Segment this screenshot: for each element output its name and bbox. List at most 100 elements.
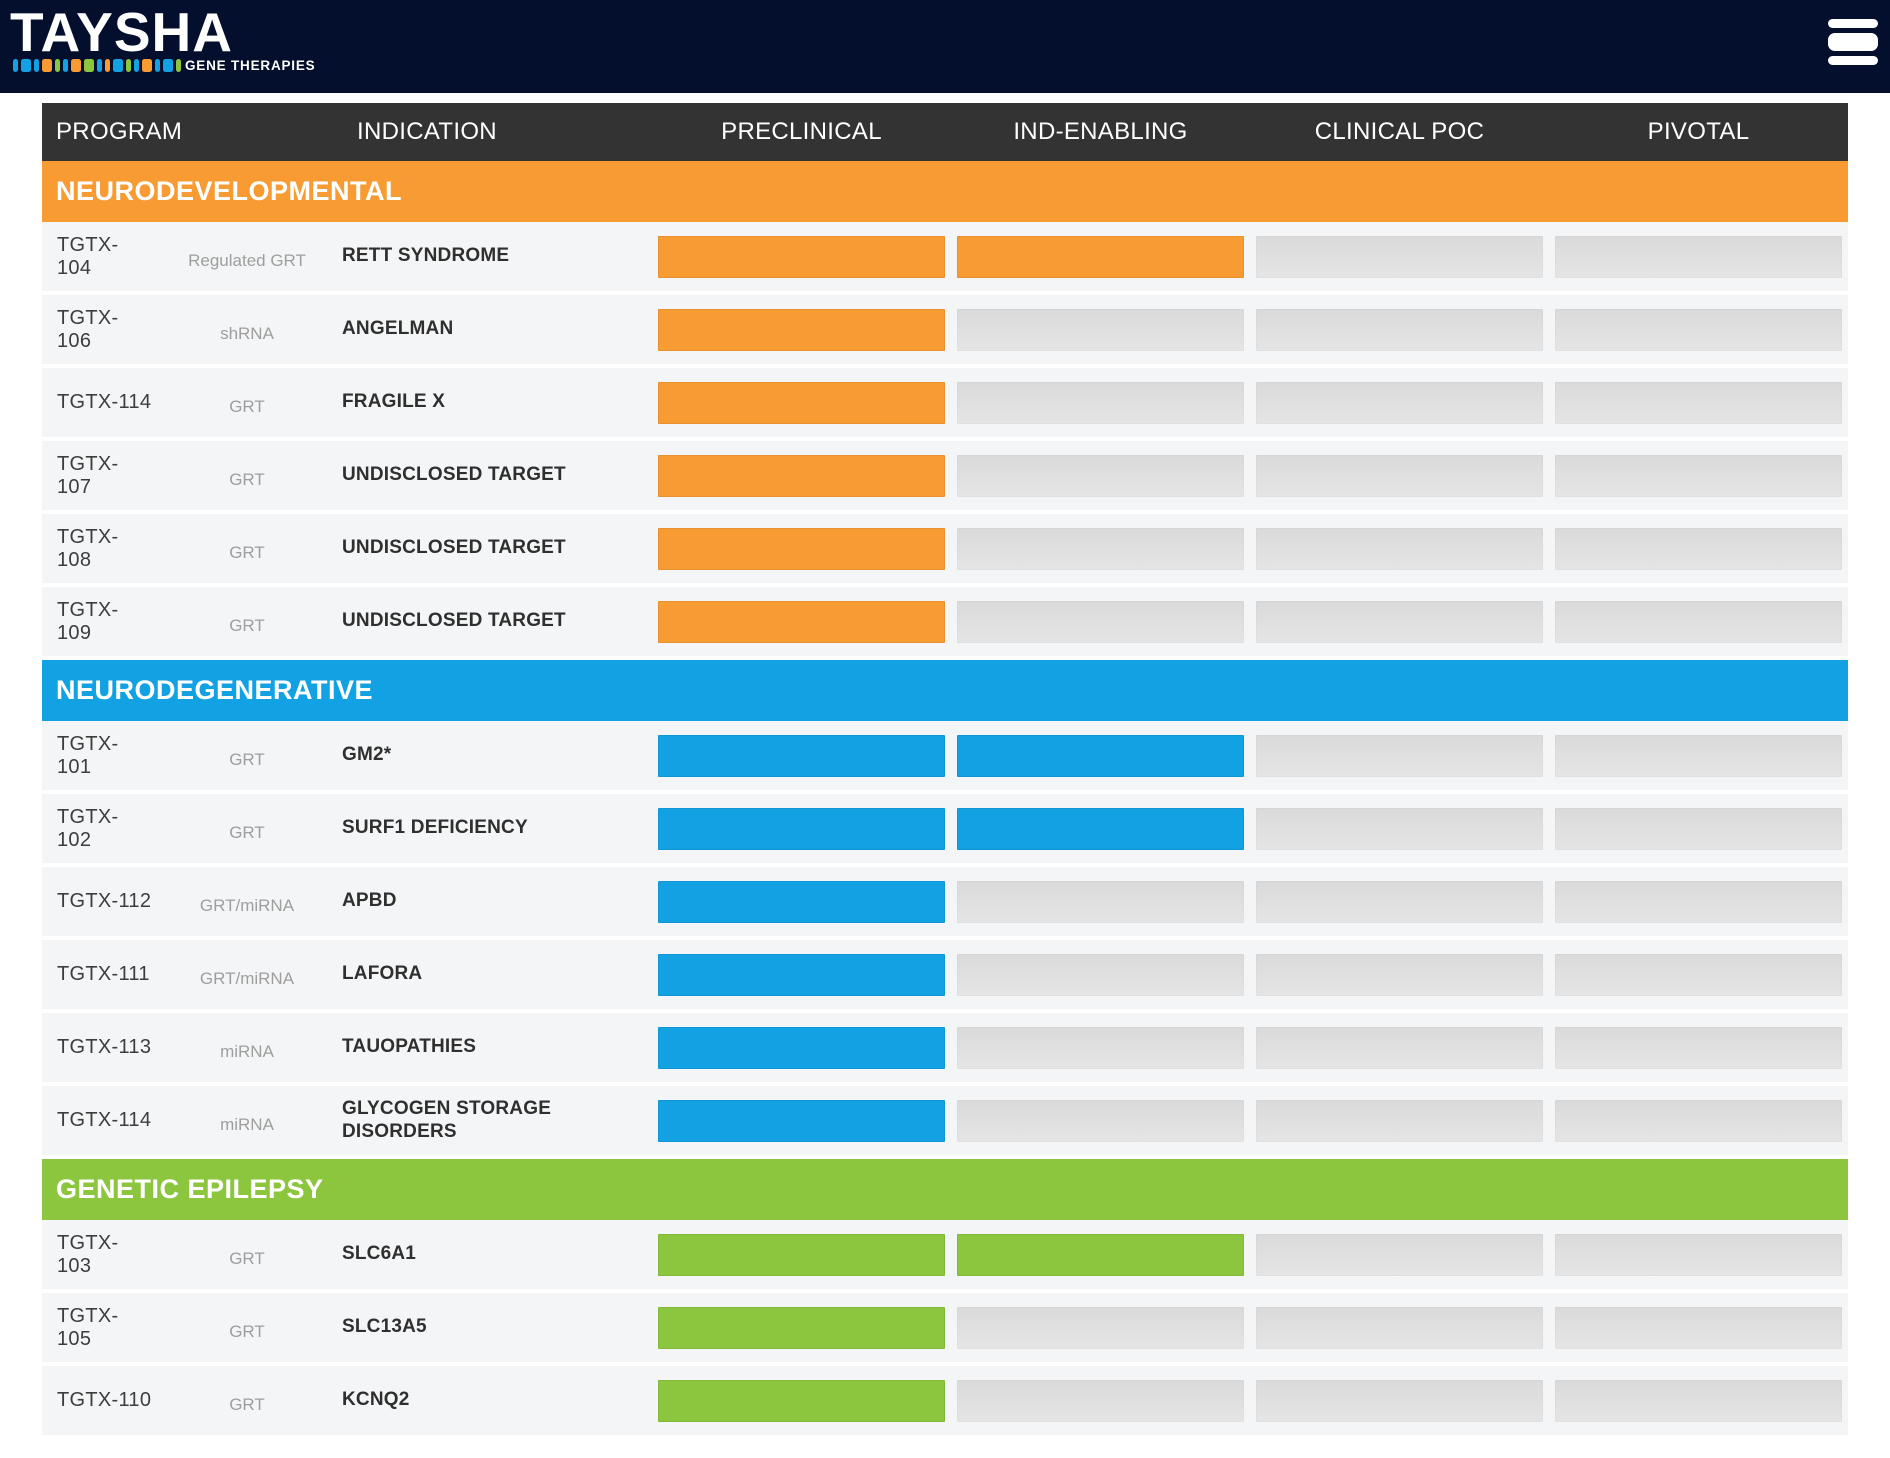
indication-cell: SURF1 DEFICIENCY (342, 817, 528, 839)
stage-cell-clinical-poc (1250, 1099, 1549, 1142)
modality-cell: GRT (229, 1394, 265, 1414)
hamburger-bar-top (1828, 19, 1878, 28)
indication-cell: SLC13A5 (342, 1316, 427, 1338)
stage-empty-bar (957, 454, 1244, 497)
stage-cell-clinical-poc (1250, 1233, 1549, 1276)
stage-progress-bar (658, 454, 945, 497)
stage-empty-bar (1555, 953, 1842, 996)
stage-empty-bar (1555, 807, 1842, 850)
program-cell: TGTX-114 (57, 391, 152, 413)
stage-cell-pivotal (1549, 308, 1848, 351)
stage-progress-bar (658, 1306, 945, 1349)
stage-cell-ind-enabling (951, 308, 1250, 351)
stage-cell-pivotal (1549, 1099, 1848, 1142)
stage-cell-ind-enabling (951, 880, 1250, 923)
column-header-clinical-poc: CLINICAL POC (1314, 118, 1485, 145)
modality-cell: GRT (229, 822, 265, 842)
modality-cell: GRT/miRNA (199, 968, 295, 988)
hamburger-bar-bottom (1828, 56, 1878, 65)
green-block-icon (176, 59, 181, 72)
orange-block-icon (42, 59, 52, 72)
program-cell: TGTX-106 (57, 306, 119, 352)
stage-empty-bar (957, 527, 1244, 570)
stage-empty-bar (957, 1379, 1244, 1422)
stage-progress-bar (957, 1233, 1244, 1276)
stage-empty-bar (1256, 308, 1543, 351)
indication-cell: SLC6A1 (342, 1243, 417, 1265)
indication-cell: LAFORA (342, 963, 423, 985)
pipeline-row-tgtx-105-slc13a5: TGTX-105 GRT SLC13A5 (42, 1293, 1848, 1362)
stage-cell-preclinical (652, 527, 951, 570)
stage-cell-clinical-poc (1250, 1379, 1549, 1422)
stage-empty-bar (1555, 880, 1842, 923)
stage-progress-bar (658, 1099, 945, 1142)
pipeline-row-tgtx-114-glycogen-storage-disorders: TGTX-114 miRNA GLYCOGEN STORAGE DISORDERS (42, 1086, 1848, 1155)
green-block-icon (84, 59, 94, 72)
modality-cell: Regulated GRT (188, 250, 306, 270)
stage-cell-clinical-poc (1250, 880, 1549, 923)
stage-cell-pivotal (1549, 1306, 1848, 1349)
stage-cell-pivotal (1549, 1026, 1848, 1069)
logo-wordmark: TAYSHA (10, 1, 233, 63)
stage-cell-ind-enabling (951, 454, 1250, 497)
stage-empty-bar (1256, 1026, 1543, 1069)
stage-cell-pivotal (1549, 1379, 1848, 1422)
indication-cell: UNDISCLOSED TARGET (342, 610, 566, 632)
stage-cell-preclinical (652, 381, 951, 424)
stage-cell-clinical-poc (1250, 381, 1549, 424)
program-cell: TGTX-102 (57, 805, 119, 851)
stage-cell-pivotal (1549, 953, 1848, 996)
stage-empty-bar (957, 381, 1244, 424)
blue-block-icon (155, 59, 160, 72)
stage-progress-bar (957, 807, 1244, 850)
stage-empty-bar (1256, 454, 1543, 497)
stage-empty-bar (1256, 1379, 1543, 1422)
indication-cell: TAUOPATHIES (342, 1036, 477, 1058)
stage-cell-preclinical (652, 734, 951, 777)
blue-block-icon (163, 59, 173, 72)
stage-empty-bar (1555, 235, 1842, 278)
stage-empty-bar (957, 600, 1244, 643)
stage-empty-bar (1256, 807, 1543, 850)
stage-cell-preclinical (652, 235, 951, 278)
stage-empty-bar (1256, 527, 1543, 570)
stage-cell-pivotal (1549, 600, 1848, 643)
section-header-neurodegenerative: NEURODEGENERATIVE (42, 660, 1848, 721)
stage-cell-ind-enabling (951, 381, 1250, 424)
stage-cell-pivotal (1549, 807, 1848, 850)
program-cell: TGTX-112 (57, 890, 152, 912)
section-title: GENETIC EPILEPSY (56, 1174, 324, 1204)
hamburger-menu-icon[interactable] (1828, 19, 1878, 65)
indication-cell: KCNQ2 (342, 1389, 410, 1411)
modality-cell: GRT (229, 469, 265, 489)
program-cell: TGTX-105 (57, 1304, 119, 1350)
stage-empty-bar (1256, 880, 1543, 923)
stage-empty-bar (1555, 1306, 1842, 1349)
stage-empty-bar (1256, 1306, 1543, 1349)
modality-cell: GRT (229, 615, 265, 635)
pipeline-row-tgtx-108-undisclosed-target: TGTX-108 GRT UNDISCLOSED TARGET (42, 514, 1848, 583)
taysha-logo[interactable]: TAYSHA GENE THERAPIES (10, 1, 315, 74)
pipeline-row-tgtx-106-angelman: TGTX-106 shRNA ANGELMAN (42, 295, 1848, 364)
pipeline-row-tgtx-103-slc6a1: TGTX-103 GRT SLC6A1 (42, 1220, 1848, 1289)
top-nav: TAYSHA GENE THERAPIES (0, 0, 1890, 93)
stage-cell-pivotal (1549, 1233, 1848, 1276)
orange-block-icon (71, 59, 81, 72)
modality-cell: miRNA (220, 1114, 274, 1134)
stage-empty-bar (1555, 734, 1842, 777)
stage-cell-clinical-poc (1250, 454, 1549, 497)
column-header-pivotal: PIVOTAL (1647, 118, 1750, 145)
program-cell: TGTX-107 (57, 452, 119, 498)
stage-empty-bar (1555, 1026, 1842, 1069)
stage-empty-bar (957, 880, 1244, 923)
stage-cell-clinical-poc (1250, 807, 1549, 850)
stage-cell-clinical-poc (1250, 953, 1549, 996)
modality-cell: GRT (229, 749, 265, 769)
stage-cell-pivotal (1549, 381, 1848, 424)
blue-block-icon (134, 59, 139, 72)
modality-cell: GRT/miRNA (199, 895, 295, 915)
column-header-ind-enabling: IND-ENABLING (1013, 118, 1188, 145)
stage-cell-preclinical (652, 600, 951, 643)
stage-empty-bar (957, 1026, 1244, 1069)
stage-cell-ind-enabling (951, 235, 1250, 278)
